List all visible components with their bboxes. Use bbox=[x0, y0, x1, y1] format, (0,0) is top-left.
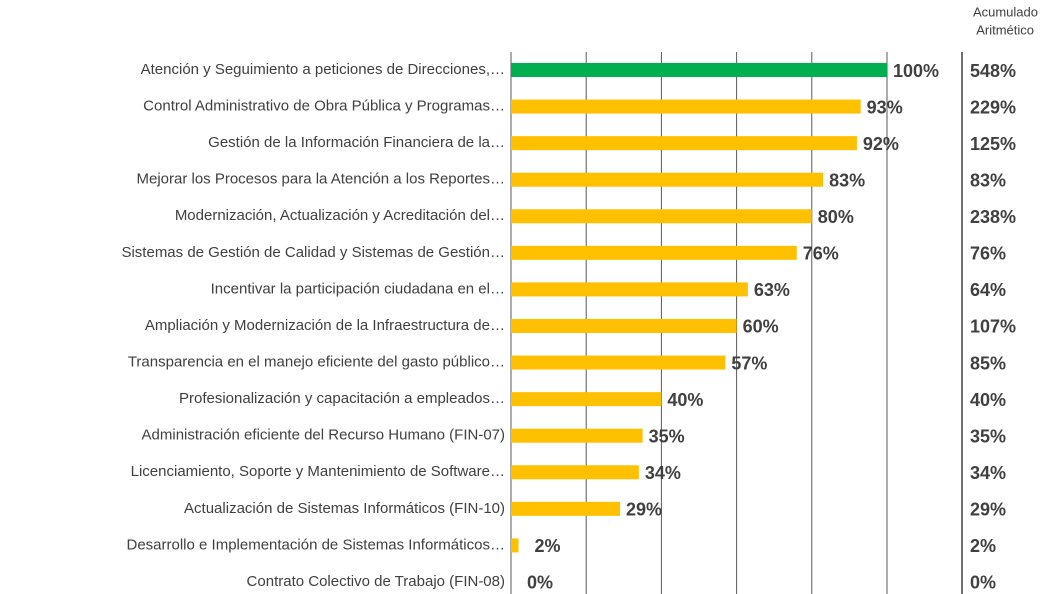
category-label: Atención y Seguimiento a peticiones de D… bbox=[141, 61, 505, 78]
side-value: 76% bbox=[970, 244, 1006, 264]
side-value: 125% bbox=[970, 134, 1016, 154]
bar bbox=[511, 99, 861, 114]
category-label: Modernización, Actualización y Acreditac… bbox=[175, 207, 505, 224]
category-label: Profesionalización y capacitación a empl… bbox=[179, 390, 505, 407]
side-value: 2% bbox=[970, 536, 996, 556]
category-label: Mejorar los Procesos para la Atención a … bbox=[136, 171, 505, 188]
data-label: 2% bbox=[535, 536, 561, 556]
bar bbox=[511, 63, 887, 77]
data-label: 0% bbox=[527, 573, 553, 593]
category-label: Actualización de Sistemas Informáticos (… bbox=[184, 500, 505, 517]
category-label: Sistemas de Gestión de Calidad y Sistema… bbox=[121, 244, 505, 261]
side-value: 34% bbox=[970, 463, 1006, 483]
category-label: Gestión de la Información Financiera de … bbox=[208, 134, 505, 151]
category-label: Licenciamiento, Soporte y Mantenimiento … bbox=[131, 463, 505, 480]
side-header: Acumulado bbox=[973, 4, 1038, 19]
bar bbox=[511, 501, 621, 516]
bar bbox=[511, 282, 748, 297]
side-value: 229% bbox=[970, 97, 1016, 117]
side-value: 40% bbox=[970, 390, 1006, 410]
side-value: 29% bbox=[970, 500, 1006, 520]
category-label: Ampliación y Modernización de la Infraes… bbox=[145, 317, 505, 334]
data-label: 76% bbox=[803, 244, 839, 264]
bar bbox=[511, 428, 643, 443]
data-label: 60% bbox=[743, 317, 779, 337]
data-label: 83% bbox=[829, 170, 865, 190]
side-value: 0% bbox=[970, 573, 996, 593]
data-label: 100% bbox=[893, 61, 939, 81]
data-label: 40% bbox=[667, 390, 703, 410]
side-value: 238% bbox=[970, 207, 1016, 227]
bar bbox=[511, 465, 639, 480]
side-value: 85% bbox=[970, 353, 1006, 373]
side-value: 548% bbox=[970, 61, 1016, 81]
category-label: Control Administrativo de Obra Pública y… bbox=[143, 98, 505, 115]
bar bbox=[511, 538, 519, 553]
bar bbox=[511, 172, 824, 187]
bar bbox=[511, 355, 726, 370]
data-label: 63% bbox=[754, 280, 790, 300]
data-label: 93% bbox=[867, 97, 903, 117]
data-label: 80% bbox=[818, 207, 854, 227]
data-label: 35% bbox=[649, 426, 685, 446]
category-label: Transparencia en el manejo eficiente del… bbox=[128, 354, 505, 371]
bar bbox=[511, 209, 812, 224]
bar bbox=[511, 136, 857, 151]
category-label: Incentivar la participación ciudadana en… bbox=[211, 280, 505, 297]
data-label: 34% bbox=[645, 463, 681, 483]
side-value: 107% bbox=[970, 317, 1016, 337]
side-header: Aritmético bbox=[976, 22, 1034, 37]
side-value: 64% bbox=[970, 280, 1006, 300]
bar bbox=[511, 392, 662, 407]
data-label: 92% bbox=[863, 134, 899, 154]
category-label: Administración eficiente del Recurso Hum… bbox=[142, 427, 505, 444]
category-label: Desarrollo e Implementación de Sistemas … bbox=[127, 536, 506, 553]
side-value: 83% bbox=[970, 170, 1006, 190]
bar bbox=[511, 318, 737, 333]
category-label: Contrato Colectivo de Trabajo (FIN-08) bbox=[247, 573, 505, 590]
bar bbox=[511, 245, 797, 260]
side-value: 35% bbox=[970, 426, 1006, 446]
data-label: 57% bbox=[731, 353, 767, 373]
data-label: 29% bbox=[626, 500, 662, 520]
